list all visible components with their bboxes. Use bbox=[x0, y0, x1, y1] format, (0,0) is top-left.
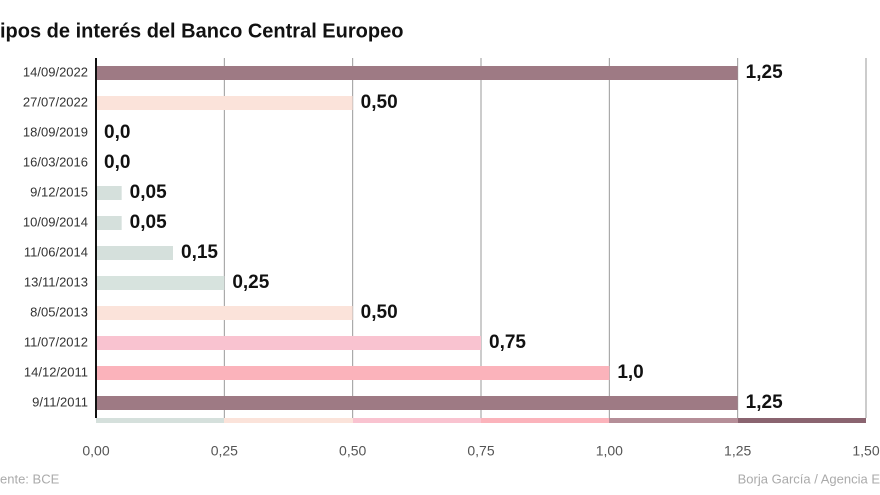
bar bbox=[96, 186, 122, 200]
value-label: 0,05 bbox=[130, 212, 167, 233]
y-tick-label: 8/05/2013 bbox=[30, 304, 88, 319]
x-tick-label: 1,00 bbox=[596, 443, 623, 459]
bar bbox=[96, 246, 173, 260]
y-tick-label: 11/06/2014 bbox=[24, 244, 88, 259]
x-tick-label: 0,00 bbox=[82, 443, 109, 459]
y-tick-label: 10/09/2014 bbox=[23, 214, 88, 229]
x-tick-label: 0,50 bbox=[339, 443, 366, 459]
bar bbox=[96, 366, 610, 380]
y-tick-label: 9/11/2011 bbox=[32, 394, 88, 409]
y-tick-label: 11/07/2012 bbox=[24, 334, 88, 349]
value-label: 0,0 bbox=[104, 152, 130, 173]
bar bbox=[96, 396, 738, 410]
bar bbox=[96, 66, 738, 80]
color-strip bbox=[96, 418, 866, 423]
chart-title: ipos de interés del Banco Central Europe… bbox=[0, 20, 403, 42]
value-label: 0,50 bbox=[361, 92, 398, 113]
value-label: 0,25 bbox=[232, 272, 269, 293]
y-tick-label: 27/07/2022 bbox=[23, 94, 88, 109]
y-tick-label: 14/09/2022 bbox=[23, 64, 88, 79]
value-label: 0,15 bbox=[181, 242, 218, 263]
value-label: 1,25 bbox=[746, 62, 783, 83]
bar bbox=[96, 96, 353, 110]
x-tick-label: 1,50 bbox=[852, 443, 879, 459]
bar bbox=[96, 336, 481, 350]
value-label: 1,0 bbox=[617, 362, 643, 383]
x-tick-label: 0,75 bbox=[467, 443, 494, 459]
value-label: 1,25 bbox=[746, 392, 783, 413]
y-tick-label: 14/12/2011 bbox=[24, 364, 88, 379]
y-tick-label: 16/03/2016 bbox=[23, 154, 88, 169]
x-tick-label: 1,25 bbox=[724, 443, 751, 459]
value-label: 0,05 bbox=[130, 182, 167, 203]
y-tick-label: 18/09/2019 bbox=[23, 124, 88, 139]
bar bbox=[96, 216, 122, 230]
value-label: 0,0 bbox=[104, 122, 130, 143]
value-label: 0,50 bbox=[361, 302, 398, 323]
value-label: 0,75 bbox=[489, 332, 526, 353]
bar bbox=[96, 306, 353, 320]
y-tick-label: 9/12/2015 bbox=[30, 184, 88, 199]
bar bbox=[96, 276, 225, 290]
credit: Borja García / Agencia E bbox=[738, 471, 880, 486]
source: ente: BCE bbox=[0, 471, 60, 486]
x-tick-label: 0,25 bbox=[211, 443, 238, 459]
y-tick-label: 13/11/2013 bbox=[24, 274, 88, 289]
